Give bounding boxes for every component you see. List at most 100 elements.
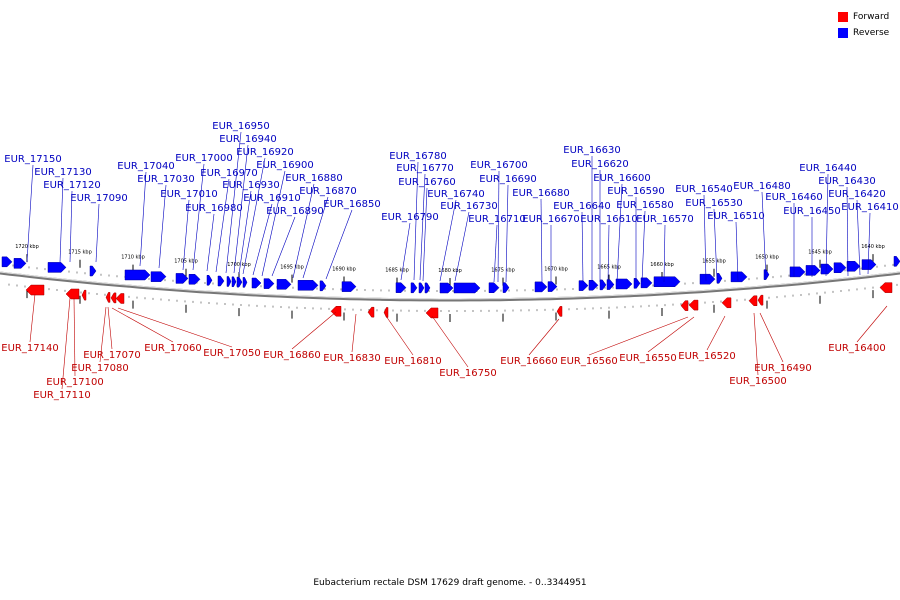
reverse-swatch — [838, 28, 848, 38]
forward-gene-leader — [856, 305, 888, 343]
forward-gene-glyph — [25, 284, 45, 296]
reverse-gene-leader — [846, 186, 849, 277]
genome-backbone — [0, 271, 900, 302]
reverse-gene-label: EUR_16600 — [593, 173, 650, 184]
reverse-gene-leader — [616, 183, 623, 283]
reverse-gene-glyph — [226, 276, 232, 287]
reverse-gene-glyph — [763, 269, 770, 280]
forward-gene-leader — [351, 313, 357, 353]
forward-gene-glyph — [680, 300, 689, 311]
reverse-gene-leader — [158, 184, 167, 269]
forward-gene-glyph — [105, 292, 111, 303]
reverse-gene-glyph — [439, 282, 454, 294]
reverse-gene-leader — [761, 191, 767, 280]
forward-gene-label: EUR_16520 — [678, 351, 735, 362]
forward-gene-glyph — [81, 289, 87, 301]
reverse-gene-leader — [192, 163, 205, 271]
reverse-gene-glyph — [319, 280, 327, 292]
forward-gene-leader — [107, 306, 113, 350]
reverse-gene-label: EUR_17120 — [43, 180, 100, 191]
reverse-gene-label: EUR_16450 — [783, 206, 840, 217]
reverse-gene-label: EUR_16640 — [553, 201, 610, 212]
reverse-gene-label: EUR_16540 — [675, 184, 732, 195]
forward-gene-leader — [706, 315, 726, 351]
reverse-gene-label: EUR_17030 — [137, 174, 194, 185]
reverse-gene-label: EUR_16740 — [427, 189, 484, 200]
reverse-gene-glyph — [341, 281, 357, 292]
tick-label: 1690 kbp — [332, 267, 356, 273]
reverse-gene-glyph — [640, 277, 653, 289]
reverse-gene-leader — [59, 177, 64, 263]
forward-gene-glyph — [748, 295, 758, 307]
reverse-gene-glyph — [615, 278, 633, 290]
reverse-gene-glyph — [789, 266, 806, 278]
reverse-gene-leader — [856, 199, 861, 276]
forward-gene-label: EUR_17110 — [33, 390, 90, 401]
forward-gene-glyph — [367, 306, 375, 318]
reverse-gene-label: EUR_16880 — [285, 173, 342, 184]
reverse-gene-leader — [242, 157, 266, 275]
reverse-gene-leader — [825, 173, 829, 277]
reverse-gene-glyph — [89, 265, 97, 277]
reverse-gene-glyph — [805, 265, 821, 276]
reverse-gene-glyph — [699, 273, 716, 285]
legend-forward-label: Forward — [853, 12, 890, 22]
forward-gene-leader — [29, 293, 36, 343]
reverse-gene-leader — [540, 198, 543, 283]
reverse-gene-label: EUR_16430 — [818, 176, 875, 187]
reverse-gene-leader — [607, 224, 610, 283]
forward-gene-label: EUR_17100 — [46, 377, 103, 388]
reverse-gene-glyph — [424, 282, 431, 294]
reverse-gene-label: EUR_16530 — [685, 198, 742, 209]
reverse-gene-label: EUR_16900 — [256, 160, 313, 171]
reverse-gene-leader — [641, 210, 646, 283]
forward-gene-label: EUR_17060 — [144, 343, 201, 354]
reverse-gene-glyph — [13, 258, 27, 269]
reverse-gene-glyph — [47, 262, 67, 273]
tick-label: 1695 kbp — [280, 265, 304, 271]
reverse-gene-label: EUR_16570 — [636, 214, 693, 225]
reverse-gene-leader — [454, 211, 470, 282]
reverse-gene-label: EUR_16510 — [707, 211, 764, 222]
reverse-gene-glyph — [418, 282, 425, 294]
reverse-gene-label: EUR_16950 — [212, 121, 269, 132]
reverse-gene-label: EUR_17000 — [175, 153, 232, 164]
forward-gene-glyph — [425, 307, 439, 319]
reverse-gene-glyph — [453, 282, 481, 294]
reverse-gene-leader — [413, 161, 419, 281]
reverse-gene-glyph — [217, 275, 225, 287]
tick-label: 1645 kbp — [808, 250, 832, 256]
genome-caption: Eubacterium rectale DSM 17629 draft geno… — [313, 578, 587, 588]
reverse-gene-label: EUR_16870 — [299, 186, 356, 197]
reverse-gene-leader — [238, 190, 252, 275]
reverse-gene-glyph — [242, 277, 248, 288]
reverse-gene-glyph — [633, 278, 641, 289]
forward-gene-label: EUR_16560 — [560, 356, 617, 367]
reverse-gene-label: EUR_17090 — [70, 193, 127, 204]
reverse-gene-leader — [26, 164, 34, 263]
reverse-gene-leader — [233, 144, 249, 274]
reverse-gene-label: EUR_16580 — [616, 200, 673, 211]
tick-label: 1680 kbp — [438, 268, 462, 274]
reverse-gene-glyph — [534, 281, 548, 293]
forward-gene-label: EUR_17070 — [83, 350, 140, 361]
reverse-gene-glyph — [833, 262, 847, 273]
forward-gene-leader — [385, 315, 414, 356]
reverse-gene-leader — [663, 224, 666, 283]
legend: Forward Reverse — [838, 9, 889, 41]
reverse-gene-leader — [400, 222, 411, 281]
reverse-gene-label: EUR_16460 — [765, 192, 822, 203]
reverse-gene-leader — [225, 131, 242, 274]
reverse-gene-glyph — [488, 282, 500, 293]
forward-gene-label: EUR_16810 — [384, 356, 441, 367]
reverse-gene-label: EUR_16910 — [243, 193, 300, 204]
reverse-gene-leader — [69, 190, 73, 263]
reverse-gene-label: EUR_16680 — [512, 188, 569, 199]
reverse-gene-glyph — [251, 277, 262, 289]
reverse-gene-glyph — [502, 282, 510, 293]
reverse-gene-leader — [252, 203, 273, 276]
forward-gene-label: EUR_16400 — [828, 343, 885, 354]
forward-gene-label: EUR_16550 — [619, 353, 676, 364]
tick-label: 1640 kbp — [861, 244, 885, 250]
